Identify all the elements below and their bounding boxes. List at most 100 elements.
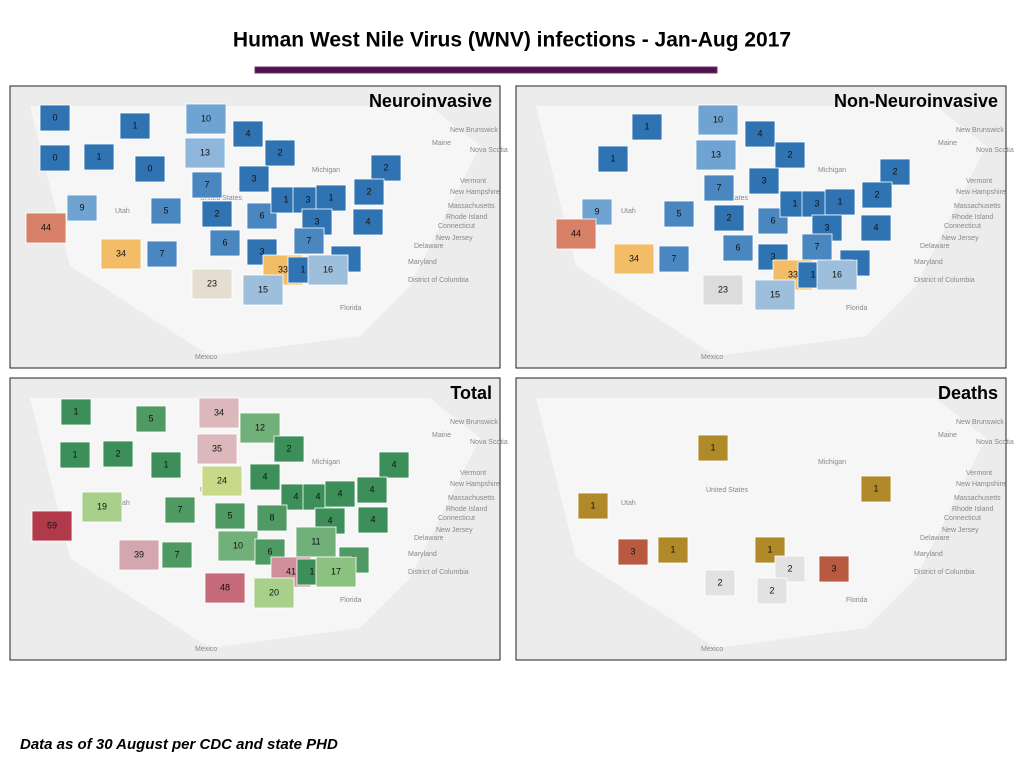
state-region (264, 139, 296, 167)
state-value: 4 (245, 128, 250, 138)
state-value: 4 (337, 488, 342, 498)
state-value: 12 (255, 422, 265, 432)
panel-title: Deaths (938, 383, 998, 403)
state-value: 1 (644, 121, 649, 131)
state-value: 20 (269, 587, 279, 597)
map-panel: Mexico Florida Maryland District of Columbi… (515, 377, 1014, 661)
basemap-label: Michigan (312, 459, 340, 466)
basemap-label: Florida (846, 597, 868, 604)
state-value: 4 (757, 128, 762, 138)
state-value: 7 (174, 549, 179, 559)
state-region (60, 398, 92, 426)
basemap-label: United States (706, 487, 749, 494)
basemap-label: New Hampshire (450, 481, 500, 488)
state-region (249, 463, 281, 491)
state-region (242, 274, 284, 306)
state-value: 2 (366, 186, 371, 196)
basemap-label: Vermont (460, 178, 486, 185)
state-value: 1 (309, 566, 314, 576)
state-value: 1 (328, 192, 333, 202)
state-value: 15 (770, 289, 780, 299)
state-region (744, 120, 776, 148)
basemap-label: Connecticut (944, 515, 981, 522)
state-region (232, 120, 264, 148)
state-region (150, 451, 182, 479)
basemap-label: New Hampshire (956, 189, 1006, 196)
state-region (860, 214, 892, 242)
state-value: 7 (716, 182, 721, 192)
basemap-label: Maryland (914, 259, 943, 266)
state-value: 5 (227, 510, 232, 520)
basemap-label: Delaware (414, 535, 444, 542)
state-value: 4 (873, 222, 878, 232)
basemap-label: District of Columbia (914, 569, 975, 576)
state-region (191, 268, 233, 300)
basemap-label: Nova Scotia (976, 147, 1014, 154)
state-region (756, 577, 788, 605)
state-value: 11 (311, 536, 320, 546)
state-value: 5 (163, 205, 168, 215)
state-region (214, 502, 246, 530)
state-value: 7 (159, 248, 164, 258)
state-region (315, 556, 357, 588)
basemap-label: Vermont (966, 178, 992, 185)
state-region (196, 433, 238, 465)
state-value: 10 (201, 113, 211, 123)
state-value: 10 (233, 540, 243, 550)
state-region (39, 144, 71, 172)
state-value: 4 (315, 491, 320, 501)
map-panel: Mexico Florida Maryland District of Columbi… (9, 377, 508, 661)
basemap-label: District of Columbia (408, 569, 469, 576)
state-region (353, 178, 385, 206)
state-region (119, 112, 151, 140)
basemap-label: Connecticut (438, 223, 475, 230)
basemap-label: Mexico (195, 646, 217, 653)
state-value: 16 (323, 264, 333, 274)
state-value: 1 (767, 544, 772, 554)
state-region (702, 274, 744, 306)
state-region (816, 259, 858, 291)
state-region (150, 197, 182, 225)
basemap-label: Rhode Island (446, 214, 487, 221)
state-region (697, 434, 729, 462)
state-region (209, 229, 241, 257)
basemap-label: Mexico (195, 354, 217, 361)
state-region (577, 492, 609, 520)
basemap-label: Utah (621, 500, 636, 507)
state-value: 2 (214, 208, 219, 218)
state-value: 0 (52, 112, 57, 122)
state-value: 6 (222, 237, 227, 247)
state-value: 15 (258, 284, 268, 294)
state-value: 35 (212, 443, 222, 453)
state-value: 34 (214, 407, 224, 417)
state-region (324, 480, 356, 508)
basemap-label: Massachusetts (448, 203, 495, 210)
state-region (754, 279, 796, 311)
state-value: 6 (259, 210, 264, 220)
state-value: 3 (314, 216, 319, 226)
state-region (818, 555, 850, 583)
state-value: 4 (262, 471, 267, 481)
state-value: 1 (72, 449, 77, 459)
basemap-label: Maine (938, 140, 957, 147)
state-region (617, 538, 649, 566)
panel-title: Non-Neuroinvasive (834, 91, 998, 111)
state-value: 4 (370, 514, 375, 524)
basemap-label: Maryland (408, 259, 437, 266)
slide-title: Human West Nile Virus (WNV) infections -… (233, 29, 791, 52)
basemap-label: Rhode Island (952, 506, 993, 513)
state-region (307, 254, 349, 286)
state-value: 3 (761, 175, 766, 185)
state-value: 7 (204, 179, 209, 189)
map-panel: Mexico Florida Maryland District of Columbi… (515, 85, 1014, 369)
state-region (204, 572, 246, 604)
state-value: 2 (383, 162, 388, 172)
state-region (697, 104, 739, 136)
state-value: 1 (873, 483, 878, 493)
state-value: 10 (713, 114, 723, 124)
state-region (555, 218, 597, 250)
state-region (293, 227, 325, 255)
state-region (118, 539, 160, 571)
state-region (631, 113, 663, 141)
state-region (164, 496, 196, 524)
